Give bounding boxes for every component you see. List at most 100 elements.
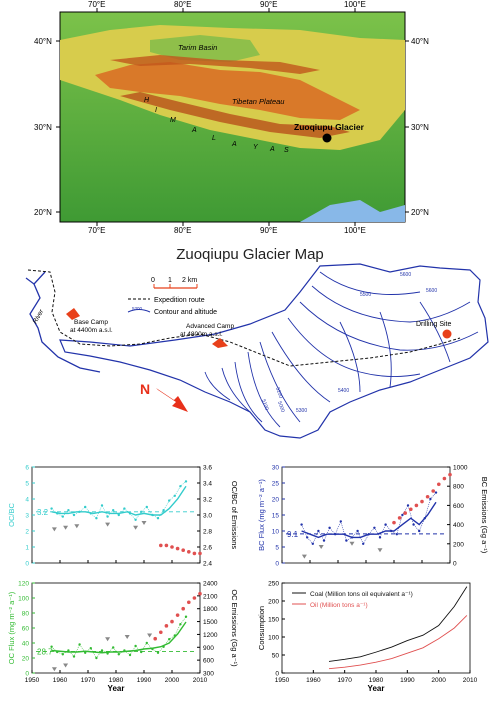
y2-tick-label: 3.4 — [203, 481, 212, 488]
raw-point — [317, 529, 320, 533]
raw-point — [339, 520, 342, 523]
raw-point — [123, 507, 126, 510]
y-tick-label: 200 — [268, 599, 279, 606]
x-axis-label: Year — [108, 684, 125, 693]
himalaya-letter: H — [144, 97, 150, 104]
y2-tick-label: 400 — [453, 522, 464, 529]
gray-marker — [63, 525, 69, 530]
sea-region — [300, 200, 405, 222]
lon-label-top-1: 70°E — [88, 0, 105, 9]
gray-marker — [124, 635, 130, 639]
emission-point — [403, 511, 407, 515]
y-tick-label: 5 — [25, 481, 29, 488]
chart-oc: 0 20 40 60 80 100 120 300 600 900 1200 1500 1800 2100… — [0, 575, 250, 699]
raw-point — [145, 505, 148, 509]
contour-label: 5300 — [296, 408, 307, 414]
y-tick-label: 0 — [275, 671, 279, 678]
emission-point — [448, 472, 452, 477]
glacier-map-title: Zuoqiupu Glacier Map — [176, 246, 324, 263]
lon-label-bottom-4: 100°E — [344, 226, 366, 235]
y2-tick-label: 1200 — [203, 632, 218, 639]
emission-point — [159, 630, 163, 635]
emission-point — [414, 503, 419, 508]
y-tick-label: 20 — [22, 656, 30, 663]
smoothed-series-line — [51, 485, 187, 516]
emission-point — [159, 543, 163, 548]
raw-point — [50, 645, 53, 648]
lon-label-bottom-2: 80°E — [174, 226, 191, 235]
x-tick-label: 1980 — [109, 677, 124, 684]
emission-point — [164, 624, 169, 628]
y-tick-label: 5 — [275, 545, 279, 552]
raw-point — [362, 542, 365, 545]
contour-label: 5400 — [338, 388, 349, 394]
raw-point — [95, 517, 98, 520]
lat-label-left-2: 30°N — [34, 123, 52, 132]
emission-point — [175, 546, 180, 551]
raw-point — [106, 515, 109, 518]
raw-point — [95, 656, 98, 660]
emission-point — [181, 606, 185, 611]
raw-point — [162, 509, 165, 512]
lon-label-top-2: 80°E — [174, 0, 191, 9]
raw-point — [72, 655, 76, 658]
emission-point — [198, 591, 202, 596]
y-tick-label: 6 — [25, 465, 29, 472]
raw-point — [134, 644, 137, 648]
emission-point — [164, 543, 169, 548]
north-label: N — [140, 381, 150, 397]
emission-point — [425, 494, 430, 499]
raw-point — [311, 542, 314, 545]
advanced-camp-label-1: Advanced Camp — [186, 323, 234, 330]
y2-tick-label: 1800 — [203, 606, 218, 613]
raw-point — [117, 653, 121, 656]
raw-point — [100, 649, 104, 652]
smoothed-series-line — [301, 501, 437, 539]
y-tick-label: 30 — [272, 465, 280, 472]
y-axis-label: OC/BC — [7, 503, 16, 527]
himalaya-letter: M — [170, 117, 176, 124]
y2-tick-label: 1500 — [203, 619, 218, 626]
x-tick-label: 1980 — [369, 677, 384, 684]
y-tick-label: 100 — [268, 635, 279, 642]
raw-point — [300, 523, 303, 526]
smoothed-series-line — [51, 621, 187, 654]
glacier-map: 0 1 2 km Expedition route 5300 Contour a… — [0, 262, 500, 447]
y2-tick-label: 800 — [453, 484, 464, 491]
himalaya-letter: A — [191, 127, 197, 134]
emission-point — [437, 482, 441, 487]
emission-point — [198, 551, 202, 556]
raw-point — [84, 505, 87, 509]
raw-point — [84, 651, 87, 654]
y-tick-label: 40 — [22, 641, 30, 648]
raw-point — [156, 517, 160, 520]
gray-marker — [51, 667, 57, 672]
raw-point — [412, 523, 415, 526]
raw-point — [145, 641, 148, 645]
raw-point — [89, 647, 93, 650]
raw-point — [429, 497, 432, 501]
y-tick-label: 0 — [275, 561, 279, 568]
mountain-region — [95, 62, 360, 120]
x-tick-label: 1960 — [306, 677, 321, 684]
y2-tick-label: 900 — [203, 645, 214, 652]
raw-point — [356, 529, 359, 533]
y-tick-label: 25 — [272, 481, 280, 488]
raw-point — [168, 499, 171, 502]
raw-point — [78, 643, 81, 646]
raw-point — [156, 651, 160, 654]
y-axis-label: OC Flux (mg m⁻² a⁻¹) — [7, 591, 16, 664]
series-line-1 — [328, 615, 468, 670]
himalaya-letter: I — [155, 107, 157, 114]
x-tick-label: 1970 — [81, 677, 96, 684]
y2-axis-label: OC Emissions (Gg a⁻¹) — [230, 589, 239, 667]
legend-contour-value: 5300 — [132, 306, 143, 311]
tarim-basin-region — [150, 35, 260, 62]
x-tick-label: 1990 — [137, 677, 152, 684]
y-tick-label: 15 — [272, 513, 280, 520]
y-tick-label: 60 — [22, 626, 30, 633]
scale-bar: 0 1 2 km — [151, 277, 198, 289]
plot-frame — [31, 466, 201, 564]
raw-point — [140, 510, 143, 513]
base-camp-label-1: Base Camp — [74, 319, 108, 326]
